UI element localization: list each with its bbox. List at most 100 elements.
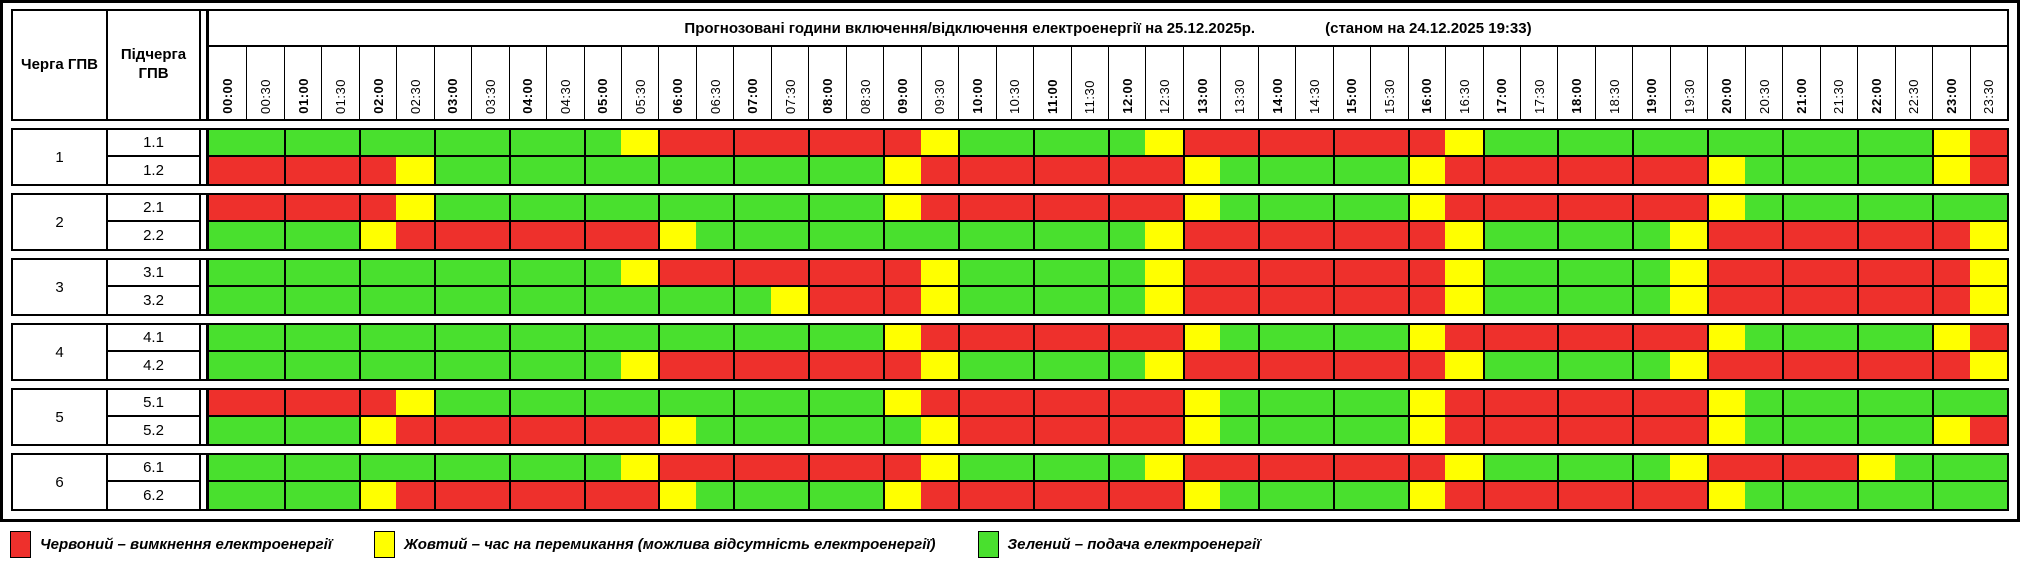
schedule-cell bbox=[1070, 417, 1108, 444]
schedule-cell bbox=[1857, 222, 1895, 249]
time-label: 10:00 bbox=[969, 78, 985, 114]
time-label: 03:00 bbox=[445, 78, 461, 114]
schedule-cell bbox=[1782, 455, 1820, 482]
time-label-cell: 23:30 bbox=[1969, 47, 2007, 119]
schedule-cell bbox=[1107, 222, 1146, 249]
schedule-cell bbox=[1520, 222, 1558, 249]
schedule-cell bbox=[583, 482, 622, 509]
schedule-cell bbox=[1070, 482, 1108, 509]
schedule-cell bbox=[1782, 390, 1820, 417]
schedule-cell bbox=[246, 352, 284, 379]
schedule-cell bbox=[808, 482, 846, 509]
schedule-cell bbox=[1445, 157, 1483, 184]
schedule-cell bbox=[1894, 417, 1933, 444]
subqueue-label: 6.1 bbox=[108, 455, 201, 482]
queue-number: 1 bbox=[13, 130, 108, 184]
schedule-cell bbox=[1332, 455, 1371, 482]
time-label: 14:30 bbox=[1307, 78, 1322, 114]
queue-group: 6 6.1 6.2 bbox=[11, 453, 2009, 511]
schedule-cell bbox=[808, 352, 846, 379]
time-label-cell: 21:30 bbox=[1819, 47, 1857, 119]
schedule-cell bbox=[1782, 157, 1820, 184]
schedule-cell bbox=[845, 455, 884, 482]
schedule-cell bbox=[1894, 352, 1933, 379]
queue-number: 2 bbox=[13, 195, 108, 249]
subqueue-label: 2.1 bbox=[108, 195, 201, 222]
subqueue-label: 3.1 bbox=[108, 260, 201, 287]
time-label-cell: 01:00 bbox=[283, 47, 321, 119]
schedule-cell bbox=[1707, 352, 1745, 379]
schedule-cell bbox=[1782, 417, 1820, 444]
schedule-cell bbox=[1857, 455, 1895, 482]
schedule-cell bbox=[1557, 482, 1595, 509]
schedule-cell bbox=[1894, 482, 1933, 509]
schedule-cell bbox=[920, 222, 959, 249]
schedule-cell bbox=[695, 287, 734, 314]
schedule-cell bbox=[1295, 195, 1333, 222]
time-label-cell: 12:00 bbox=[1107, 47, 1145, 119]
time-label: 00:30 bbox=[258, 78, 274, 114]
schedule-cell bbox=[396, 130, 434, 157]
schedule-cell bbox=[1819, 455, 1858, 482]
schedule-cell bbox=[471, 390, 509, 417]
schedule-cell bbox=[1857, 417, 1895, 444]
schedule-cell bbox=[1182, 417, 1221, 444]
schedule-cell bbox=[1819, 195, 1858, 222]
time-label: 04:00 bbox=[520, 78, 536, 114]
schedule-cell bbox=[1370, 157, 1408, 184]
schedule-cell bbox=[621, 195, 659, 222]
schedule-cell bbox=[1594, 195, 1633, 222]
schedule-cell bbox=[958, 287, 996, 314]
schedule-cell bbox=[1707, 130, 1745, 157]
schedule-cell bbox=[958, 455, 996, 482]
schedule-cell bbox=[995, 157, 1034, 184]
time-label-cell: 17:00 bbox=[1482, 47, 1520, 119]
time-label-cell: 04:30 bbox=[546, 47, 583, 119]
schedule-cell bbox=[1520, 287, 1558, 314]
schedule-cell bbox=[1632, 325, 1670, 352]
time-label: 05:00 bbox=[595, 78, 611, 114]
schedule-cell bbox=[1707, 482, 1745, 509]
schedule-cell bbox=[920, 325, 959, 352]
schedule-cell bbox=[958, 352, 996, 379]
schedule-cell bbox=[770, 222, 809, 249]
schedule-cell bbox=[1370, 482, 1408, 509]
time-label: 02:00 bbox=[370, 78, 386, 114]
schedule-cell bbox=[358, 287, 397, 314]
schedule-cell bbox=[358, 195, 397, 222]
schedule-cell bbox=[1182, 157, 1221, 184]
schedule-cell bbox=[583, 157, 622, 184]
schedule-cell bbox=[808, 130, 846, 157]
schedule-cell bbox=[770, 287, 809, 314]
subqueue-label: 1.2 bbox=[108, 157, 201, 184]
time-label-cell: 08:00 bbox=[808, 47, 845, 119]
schedule-cell bbox=[433, 260, 472, 287]
schedule-cell bbox=[695, 455, 734, 482]
schedule-cell bbox=[658, 195, 696, 222]
schedule-cell bbox=[1594, 455, 1633, 482]
legend: Червоний – вимкнення електроенергії Жовти… bbox=[10, 531, 2020, 558]
schedule-cell bbox=[621, 455, 659, 482]
time-label-cell: 03:30 bbox=[471, 47, 508, 119]
schedule-cell bbox=[1033, 287, 1071, 314]
group-divider bbox=[201, 130, 209, 184]
time-header-area: Прогнозовані години включення/відключенн… bbox=[209, 11, 2007, 119]
schedule-cell bbox=[508, 455, 547, 482]
schedule-cell bbox=[1557, 130, 1595, 157]
schedule-cell bbox=[1407, 287, 1446, 314]
schedule-cell bbox=[1482, 390, 1521, 417]
schedule-cell bbox=[733, 222, 771, 249]
schedule-cell bbox=[733, 130, 771, 157]
schedule-cell bbox=[1932, 455, 1970, 482]
schedule-cell bbox=[508, 287, 547, 314]
schedule-cell bbox=[321, 390, 359, 417]
schedule-cell bbox=[1894, 287, 1933, 314]
schedule-cell bbox=[1632, 417, 1670, 444]
schedule-cell bbox=[583, 287, 622, 314]
time-label: 06:30 bbox=[707, 78, 723, 114]
time-label-cell: 12:30 bbox=[1145, 47, 1182, 119]
schedule-cell bbox=[695, 222, 734, 249]
schedule-cell bbox=[471, 195, 509, 222]
schedule-cell bbox=[658, 352, 696, 379]
schedule-cell bbox=[1033, 130, 1071, 157]
